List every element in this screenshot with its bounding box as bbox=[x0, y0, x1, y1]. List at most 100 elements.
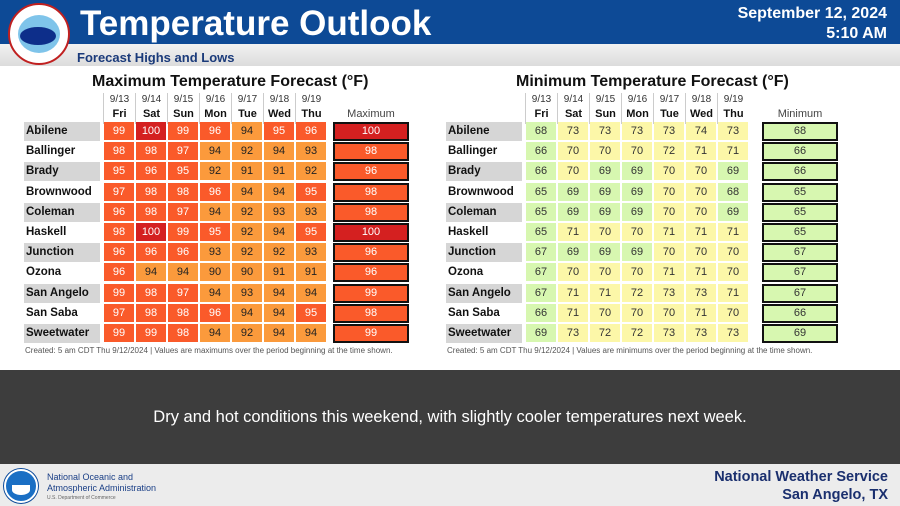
day-date: 9/15 bbox=[595, 94, 616, 105]
day-date: 9/16 bbox=[205, 94, 226, 105]
city-label: Sweetwater bbox=[24, 324, 100, 343]
day-date: 9/19 bbox=[301, 94, 322, 105]
temp-cell: 92 bbox=[200, 162, 230, 181]
temp-cell: 69 bbox=[718, 202, 748, 221]
temp-cell: 71 bbox=[654, 223, 684, 241]
temp-cell: 71 bbox=[686, 303, 716, 322]
temp-cell: 98 bbox=[104, 142, 134, 161]
temp-cell: 94 bbox=[200, 202, 230, 221]
temp-cell: 95 bbox=[264, 122, 294, 140]
temp-cell: 70 bbox=[686, 202, 716, 221]
temp-cell: 65 bbox=[526, 182, 556, 201]
temp-cell: 72 bbox=[622, 324, 652, 342]
temp-cell: 66 bbox=[526, 303, 556, 322]
temp-cell: 70 bbox=[654, 162, 684, 181]
temp-cell: 97 bbox=[168, 202, 198, 221]
temp-cell: 98 bbox=[104, 223, 134, 241]
temp-cell: 73 bbox=[686, 283, 716, 302]
day-name: Tue bbox=[660, 108, 679, 120]
temp-cell: 70 bbox=[622, 303, 652, 322]
agency-name: National Oceanic and Atmospheric Administ… bbox=[47, 472, 156, 494]
day-date: 9/15 bbox=[173, 94, 194, 105]
temp-cell: 69 bbox=[590, 243, 620, 262]
temp-cell: 94 bbox=[264, 223, 294, 241]
temp-cell: 98 bbox=[168, 324, 198, 342]
summary-cell: 100 bbox=[333, 223, 409, 242]
temp-cell: 94 bbox=[264, 182, 294, 201]
temp-cell: 73 bbox=[718, 324, 748, 342]
day-name: Sat bbox=[142, 108, 161, 120]
temp-cell: 70 bbox=[590, 303, 620, 322]
temp-cell: 99 bbox=[104, 324, 134, 342]
day-name: Mon bbox=[626, 108, 649, 120]
nws-logo bbox=[8, 3, 70, 65]
day-name: Wed bbox=[689, 108, 714, 120]
day-name: Sun bbox=[173, 108, 194, 120]
temp-cell: 68 bbox=[526, 122, 556, 140]
min-table-title: Minimum Temperature Forecast (°F) bbox=[516, 73, 789, 90]
temp-cell: 71 bbox=[686, 142, 716, 161]
temp-cell: 66 bbox=[526, 142, 556, 161]
temp-cell: 90 bbox=[200, 263, 230, 282]
temp-cell: 69 bbox=[590, 182, 620, 201]
temp-cell: 94 bbox=[264, 303, 294, 322]
day-date: 9/14 bbox=[563, 94, 584, 105]
agency-line2: Atmospheric Administration bbox=[47, 483, 157, 493]
city-label: Sweetwater bbox=[446, 324, 522, 343]
day-header: 9/14 Sat bbox=[557, 93, 589, 124]
temp-cell: 71 bbox=[718, 223, 748, 241]
temp-cell: 71 bbox=[686, 263, 716, 282]
day-date: 9/13 bbox=[109, 94, 130, 105]
temp-cell: 72 bbox=[590, 324, 620, 342]
office-name: National Weather Service San Angelo, TX bbox=[714, 468, 888, 504]
temp-cell: 73 bbox=[654, 122, 684, 140]
day-header: 9/19 Thu bbox=[295, 93, 327, 124]
summary-cell: 69 bbox=[762, 324, 838, 343]
temp-cell: 98 bbox=[136, 283, 166, 302]
day-header: 9/15 Sun bbox=[167, 93, 199, 124]
summary-cell: 100 bbox=[333, 122, 409, 141]
temp-cell: 98 bbox=[136, 202, 166, 221]
temp-cell: 71 bbox=[558, 283, 588, 302]
temp-cell: 100 bbox=[136, 223, 166, 241]
summary-cell: 96 bbox=[333, 162, 409, 182]
office-line2: San Angelo, TX bbox=[782, 487, 888, 503]
temp-cell: 71 bbox=[718, 283, 748, 302]
page-title: Temperature Outlook bbox=[80, 4, 432, 43]
temp-cell: 97 bbox=[104, 182, 134, 201]
temp-cell: 93 bbox=[296, 202, 326, 221]
temp-cell: 95 bbox=[200, 223, 230, 241]
temp-cell: 99 bbox=[104, 283, 134, 302]
temp-cell: 70 bbox=[686, 162, 716, 181]
summary-cell: 67 bbox=[762, 263, 838, 283]
forecast-message: Dry and hot conditions this weekend, wit… bbox=[153, 408, 747, 426]
temp-cell: 94 bbox=[136, 263, 166, 282]
temp-cell: 69 bbox=[558, 243, 588, 262]
summary-cell: 65 bbox=[762, 182, 838, 202]
temp-cell: 94 bbox=[232, 182, 262, 201]
temp-cell: 70 bbox=[558, 162, 588, 181]
day-name: Sun bbox=[595, 108, 616, 120]
temp-cell: 70 bbox=[718, 303, 748, 322]
temp-cell: 94 bbox=[264, 324, 294, 342]
day-date: 9/18 bbox=[269, 94, 290, 105]
city-label: Haskell bbox=[26, 226, 67, 238]
city-label: Junction bbox=[446, 243, 522, 263]
temp-cell: 70 bbox=[622, 223, 652, 241]
temp-cell: 67 bbox=[526, 263, 556, 282]
temp-cell: 95 bbox=[168, 162, 198, 181]
city-label: Abilene bbox=[24, 122, 100, 141]
summary-cell: 66 bbox=[762, 162, 838, 182]
day-date: 9/13 bbox=[531, 94, 552, 105]
temp-cell: 95 bbox=[296, 303, 326, 322]
temp-cell: 98 bbox=[136, 303, 166, 322]
city-label: San Saba bbox=[448, 306, 500, 319]
temp-cell: 92 bbox=[232, 202, 262, 221]
day-name: Thu bbox=[301, 108, 322, 120]
temp-cell: 66 bbox=[526, 162, 556, 181]
temp-cell: 94 bbox=[200, 283, 230, 302]
day-name: Fri bbox=[534, 108, 549, 120]
temp-cell: 91 bbox=[232, 162, 262, 181]
day-name: Mon bbox=[204, 108, 227, 120]
temp-cell: 70 bbox=[718, 243, 748, 262]
